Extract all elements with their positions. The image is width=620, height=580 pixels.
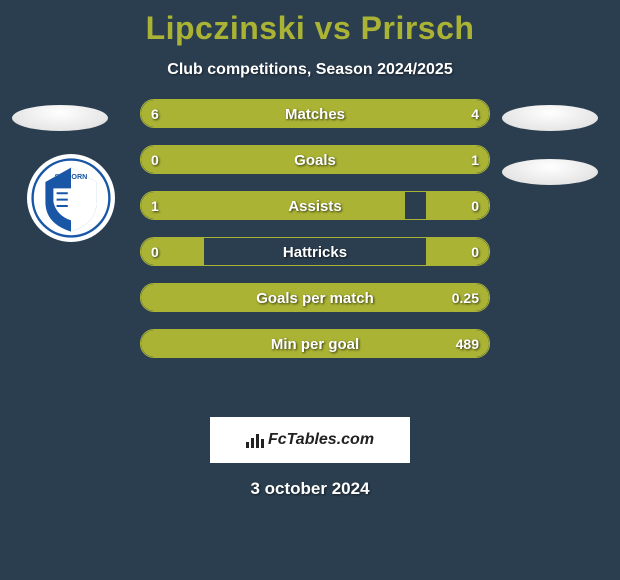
stat-label: Hattricks: [141, 238, 489, 266]
comparison-chart: SV HORN 64Matches 01Goals 10Assists 00Hattr…: [0, 99, 620, 399]
player-oval: [502, 105, 598, 131]
club-badge: SV HORN: [27, 154, 115, 242]
stat-row: 00Hattricks: [140, 237, 490, 266]
shield-icon: SV HORN: [31, 158, 111, 238]
footer-text: FcTables.com: [268, 431, 374, 449]
stat-label: Assists: [141, 192, 489, 220]
player-oval: [12, 105, 108, 131]
stat-row: 64Matches: [140, 99, 490, 128]
bars-icon: [246, 432, 264, 448]
subtitle: Club competitions, Season 2024/2025: [0, 61, 620, 79]
stat-label: Goals per match: [141, 284, 489, 312]
stat-label: Matches: [141, 100, 489, 128]
stat-row: 0.25Goals per match: [140, 283, 490, 312]
watermark: FcTables.com: [210, 417, 410, 463]
player-oval: [502, 159, 598, 185]
stat-row: 489Min per goal: [140, 329, 490, 358]
stat-label: Min per goal: [141, 330, 489, 358]
fctables-logo: FcTables.com: [246, 431, 374, 449]
stat-label: Goals: [141, 146, 489, 174]
svg-text:SV HORN: SV HORN: [55, 172, 88, 181]
stat-row: 01Goals: [140, 145, 490, 174]
stat-row: 10Assists: [140, 191, 490, 220]
date-label: 3 october 2024: [0, 479, 620, 499]
page-title: Lipczinski vs Prirsch: [0, 0, 620, 47]
